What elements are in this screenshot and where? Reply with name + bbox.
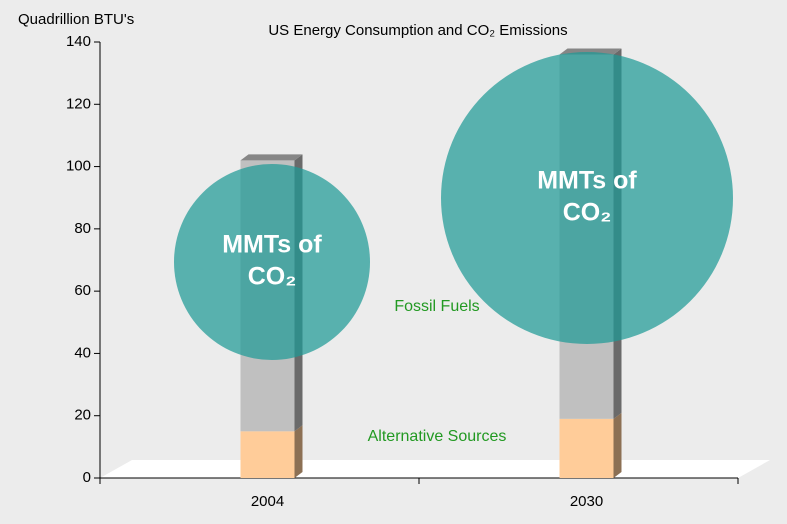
y-tick-label: 60 bbox=[74, 282, 91, 299]
bar bbox=[240, 431, 295, 478]
y-tick-label: 0 bbox=[83, 469, 91, 486]
annotation: CO₂ bbox=[563, 199, 612, 227]
y-axis-label: Quadrillion BTU's bbox=[18, 11, 134, 28]
y-tick-label: 80 bbox=[74, 220, 91, 237]
emissions-circle bbox=[174, 164, 370, 360]
bar-top bbox=[240, 154, 303, 161]
annotation: CO₂ bbox=[248, 263, 297, 291]
y-tick-label: 140 bbox=[66, 33, 91, 50]
annotation: MMTs of bbox=[222, 231, 322, 259]
y-tick-label: 120 bbox=[66, 95, 91, 112]
x-tick-label: 2030 bbox=[570, 493, 603, 510]
annotation: MMTs of bbox=[537, 167, 637, 195]
emissions-circle bbox=[441, 52, 733, 344]
series-label: Fossil Fuels bbox=[394, 298, 479, 315]
bar-side bbox=[294, 425, 303, 478]
floor bbox=[100, 460, 770, 478]
x-tick-label: 2004 bbox=[251, 493, 284, 510]
series-label: Alternative Sources bbox=[368, 428, 507, 445]
y-tick-label: 20 bbox=[74, 407, 91, 424]
bar bbox=[559, 418, 614, 478]
bar-side bbox=[613, 412, 622, 478]
chart-title: US Energy Consumption and CO₂ Emissions bbox=[268, 22, 567, 39]
y-tick-label: 100 bbox=[66, 158, 91, 175]
y-tick-label: 40 bbox=[74, 344, 91, 361]
